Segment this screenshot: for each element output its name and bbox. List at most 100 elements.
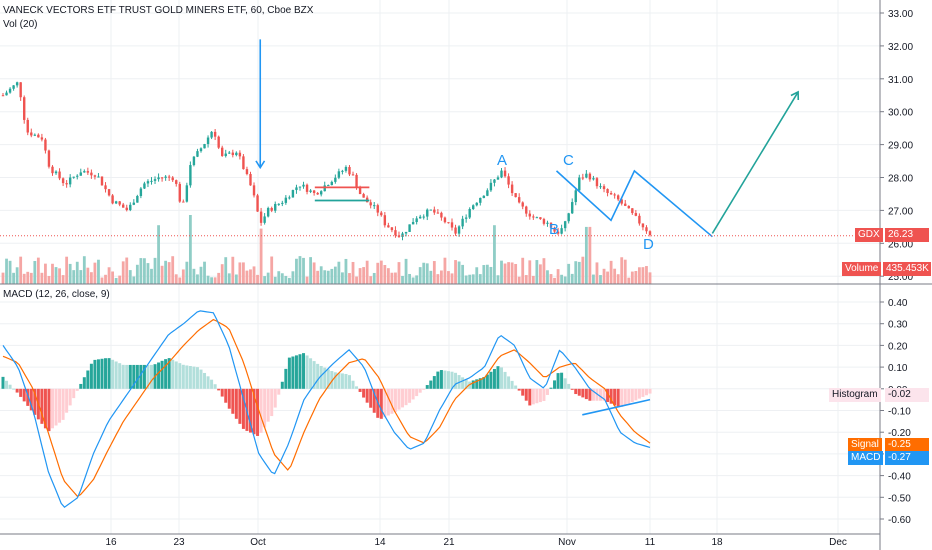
volume-bar xyxy=(188,215,192,284)
histogram-bar xyxy=(489,371,493,389)
histogram-bar xyxy=(142,364,146,389)
histogram-bar xyxy=(390,388,394,414)
volume-bar xyxy=(588,226,592,284)
histogram-bar xyxy=(298,354,302,389)
histogram-bar xyxy=(89,363,93,389)
candle-body xyxy=(479,197,482,203)
volume-bar xyxy=(408,273,411,284)
volume-bar xyxy=(97,259,100,284)
volume-bar xyxy=(510,262,514,284)
volume-bar xyxy=(326,270,330,284)
candle-body xyxy=(461,218,464,227)
candle-body xyxy=(97,176,100,178)
histogram-bar xyxy=(545,388,549,395)
histogram-bar xyxy=(347,375,351,389)
volume-bar xyxy=(369,276,373,284)
volume-bar xyxy=(493,225,496,284)
histogram-bar xyxy=(333,372,337,389)
histogram-bar xyxy=(602,388,606,401)
volume-bar xyxy=(61,275,65,284)
drawings[interactable] xyxy=(255,39,800,416)
candle-body xyxy=(221,147,224,156)
volume-bar xyxy=(404,258,408,284)
candle-body xyxy=(348,166,351,175)
histogram-bar xyxy=(401,388,405,408)
candle-body xyxy=(72,176,75,178)
candle-body xyxy=(429,209,432,211)
volume-bar xyxy=(72,270,76,284)
volume-bar xyxy=(82,256,86,284)
candle-body xyxy=(613,194,616,196)
histogram-bar xyxy=(252,388,256,435)
histogram-bar xyxy=(634,388,638,401)
volume-bar xyxy=(574,261,578,284)
price-tick-label: 29.00 xyxy=(888,141,913,152)
histogram-bar xyxy=(461,377,465,389)
histogram-bar xyxy=(567,383,571,389)
volume-bar xyxy=(160,265,164,284)
candle-body xyxy=(122,204,125,208)
volume-bar xyxy=(203,261,206,284)
candle-body xyxy=(150,180,153,182)
volume-bar xyxy=(79,270,83,284)
histogram-bar xyxy=(210,379,214,389)
volume-bar xyxy=(365,260,369,284)
histogram-bar xyxy=(485,374,489,389)
candle-body xyxy=(114,201,118,204)
histogram-bar xyxy=(514,385,518,389)
histogram-bar xyxy=(326,369,330,389)
histogram-bar xyxy=(128,364,132,389)
volume-bar xyxy=(584,226,588,284)
volume-bar xyxy=(252,266,256,284)
histogram-bar xyxy=(528,388,532,406)
histogram-bar xyxy=(446,371,450,389)
volume-bar xyxy=(171,256,175,284)
volume-bar xyxy=(305,276,309,284)
histogram-bar xyxy=(620,388,624,408)
x-tick-label: 11 xyxy=(645,537,656,548)
histogram-bar xyxy=(588,388,592,401)
volume-bar xyxy=(26,271,30,284)
candle-body xyxy=(302,184,305,187)
volume-bar xyxy=(560,274,564,284)
volume-bar xyxy=(376,262,380,284)
candle-body xyxy=(549,222,553,228)
candle-body xyxy=(517,197,521,203)
volume-bar xyxy=(51,263,54,284)
histogram-bar xyxy=(429,380,433,389)
candle-body xyxy=(638,215,641,224)
volume-bar xyxy=(234,274,238,284)
volume-bar xyxy=(118,275,122,284)
volume-bar xyxy=(475,267,479,284)
volume-bar xyxy=(65,256,69,284)
histogram-bar xyxy=(96,359,100,389)
volume-bar xyxy=(390,272,394,284)
candle-body xyxy=(270,208,273,211)
volume-bar xyxy=(181,269,185,284)
volume-bar xyxy=(351,261,355,284)
candle-body xyxy=(83,171,86,173)
volume-bar xyxy=(461,264,465,284)
candle-body xyxy=(542,219,546,224)
candle-body xyxy=(15,82,19,86)
histogram-bar xyxy=(43,388,47,429)
histogram-bar xyxy=(248,388,252,433)
volume-bar xyxy=(217,272,221,284)
histogram-bar xyxy=(454,372,458,389)
volume-bars xyxy=(1,215,652,284)
macd-tick-label: 0.30 xyxy=(888,320,908,331)
candle-body xyxy=(634,213,638,216)
candle-body xyxy=(475,202,478,206)
histogram-bar xyxy=(118,363,122,389)
candle-body xyxy=(224,153,227,156)
volume-bar xyxy=(114,277,118,284)
histogram-bar xyxy=(475,379,479,389)
histogram-bar xyxy=(241,388,245,429)
down-arrow-head xyxy=(255,160,266,170)
volume-bar xyxy=(273,276,277,284)
histogram-bar xyxy=(167,358,171,389)
volume-bar xyxy=(196,274,199,284)
candle-body xyxy=(500,170,503,178)
histogram-bar xyxy=(365,388,369,403)
